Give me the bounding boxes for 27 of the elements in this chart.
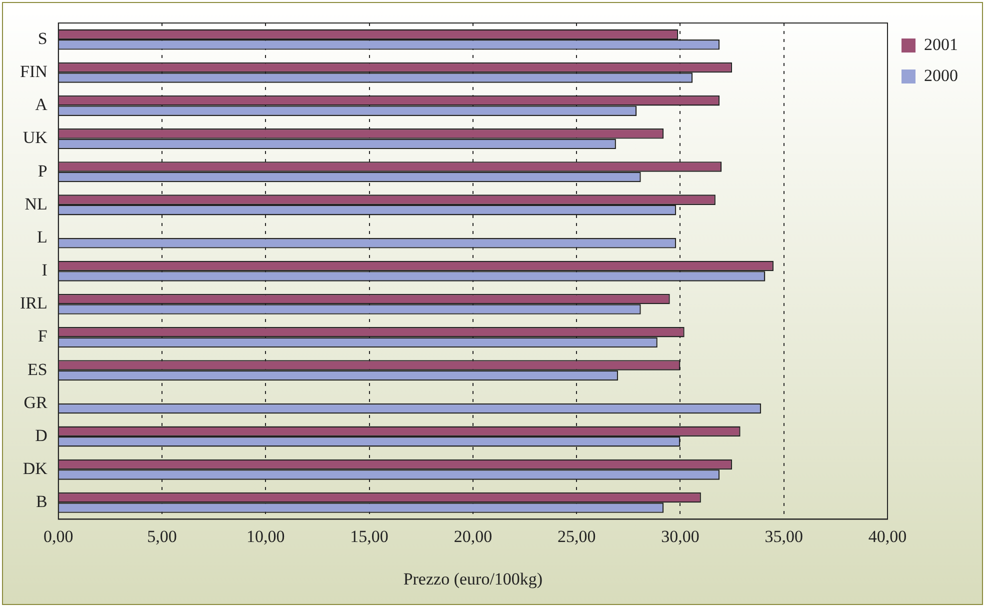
y-tick-label: ES	[28, 360, 48, 379]
x-tick-label: 25,00	[557, 526, 596, 546]
y-tick-label: UK	[22, 128, 48, 148]
x-tick-label: 40,00	[868, 526, 907, 546]
x-axis-title: Prezzo (euro/100kg)	[403, 569, 543, 588]
y-tick-label: D	[35, 426, 48, 445]
y-tick-label: A	[35, 95, 48, 114]
x-tick-label: 10,00	[246, 526, 285, 546]
x-tick-label: 20,00	[454, 526, 492, 546]
y-tick-label: I	[42, 260, 48, 280]
x-tick-label: 5,00	[147, 526, 177, 546]
legend-label: 2000	[924, 66, 958, 85]
x-tick-label: 0,00	[44, 526, 74, 546]
x-tick-label: 30,00	[661, 526, 700, 546]
y-tick-label: L	[37, 227, 48, 246]
legend-label: 2001	[924, 34, 958, 54]
y-tick-label: IRL	[20, 294, 48, 313]
y-tick-label: GR	[24, 392, 48, 412]
x-tick-label: 35,00	[764, 526, 803, 546]
y-tick-label: P	[38, 161, 48, 180]
y-tick-label: S	[38, 29, 48, 48]
y-tick-label: NL	[24, 194, 48, 214]
y-tick-label: FIN	[20, 62, 48, 82]
y-tick-label: B	[36, 492, 48, 512]
y-tick-label: DK	[22, 459, 48, 478]
y-tick-label: F	[38, 326, 48, 346]
x-tick-label: 15,00	[350, 526, 388, 546]
